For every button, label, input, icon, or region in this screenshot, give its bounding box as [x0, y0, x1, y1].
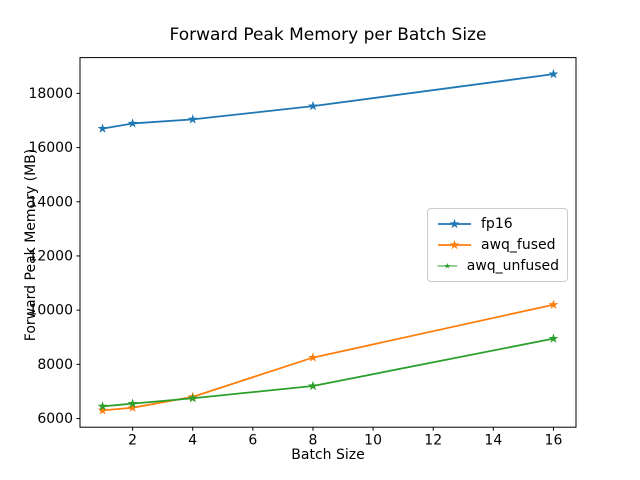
legend-entry-fp16: fp16 [437, 213, 559, 234]
legend-entry-awq-fused: awq_fused [437, 234, 559, 255]
svg-text:8000: 8000 [37, 357, 73, 373]
svg-text:6000: 6000 [37, 411, 73, 427]
svg-text:2: 2 [128, 433, 137, 449]
svg-text:14000: 14000 [28, 194, 73, 210]
svg-text:10000: 10000 [28, 303, 73, 319]
legend-entry-awq-unfused: awq_unfused [437, 256, 559, 277]
svg-text:8: 8 [309, 433, 318, 449]
svg-text:12: 12 [424, 433, 442, 449]
svg-text:14: 14 [484, 433, 502, 449]
legend-label: awq_fused [481, 236, 556, 253]
svg-text:6: 6 [248, 433, 257, 449]
svg-text:12000: 12000 [28, 248, 73, 264]
legend-line-sample [438, 239, 471, 250]
svg-text:4: 4 [188, 433, 197, 449]
legend: fp16 awq_fused awq_unfused [427, 208, 568, 282]
chart-title: Forward Peak Memory per Batch Size [169, 25, 487, 45]
x-axis-label: Batch Size [291, 447, 365, 463]
y-axis-label: Forward Peak Memory (MB) [23, 148, 39, 342]
svg-text:10: 10 [364, 433, 382, 449]
legend-label: fp16 [481, 215, 513, 232]
legend-line-sample [438, 218, 471, 228]
legend-line-sample [437, 263, 458, 269]
legend-label: awq_unfused [466, 258, 559, 275]
svg-text:16: 16 [545, 433, 563, 449]
svg-text:16000: 16000 [28, 140, 73, 156]
svg-text:18000: 18000 [28, 86, 73, 102]
